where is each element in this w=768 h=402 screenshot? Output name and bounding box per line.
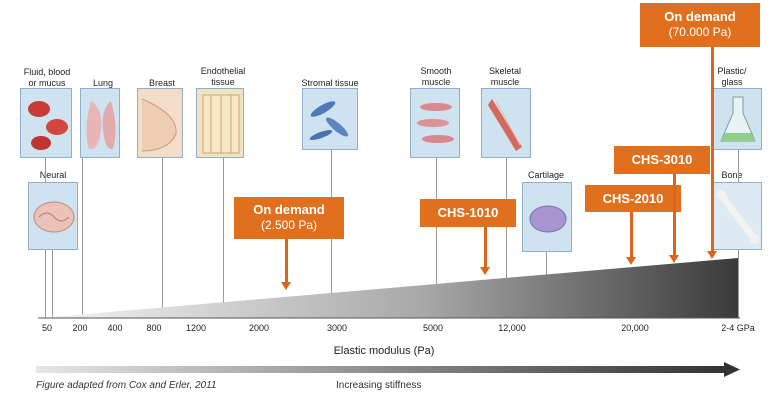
leader-smooth [436, 158, 437, 318]
tick-2-4gpa: 2-4 GPa [721, 323, 755, 333]
leader-neural [52, 250, 53, 318]
tick-50: 50 [41, 323, 53, 333]
leader-breast [162, 158, 163, 318]
tick-5000: 5000 [422, 323, 444, 333]
callout-chs-3010: CHS-3010 [614, 146, 710, 174]
bone-image [712, 182, 762, 250]
skeletal-muscle-image [481, 88, 531, 158]
cartilage-image [522, 182, 572, 252]
tick-400: 400 [107, 323, 123, 333]
callout-chs-1010: CHS-1010 [420, 199, 516, 227]
fluid-image [20, 88, 72, 158]
label-stromal: Stromal tissue [301, 78, 359, 88]
plastic-glass-image [712, 88, 762, 150]
tick-3000: 3000 [326, 323, 348, 333]
label-smooth: Smooth muscle [420, 66, 452, 87]
smooth-muscle-image [410, 88, 460, 158]
arrow-chs-1010 [480, 227, 490, 275]
tick-200: 200 [72, 323, 88, 333]
tick-800: 800 [146, 323, 162, 333]
leader-lung [82, 158, 83, 318]
label-breast: Breast [148, 78, 175, 88]
tick-2000: 2000 [248, 323, 270, 333]
callout-chs-2010: CHS-2010 [585, 185, 681, 212]
callout-on-demand-low-value: (2.500 Pa) [260, 218, 318, 232]
leader-endothelial [223, 158, 224, 318]
label-cartilage: Cartilage [527, 170, 565, 180]
label-fluid: Fluid, blood or mucus [23, 67, 71, 88]
callout-on-demand-high-value: (70.000 Pa) [668, 25, 732, 39]
arrow-chs-2010 [626, 212, 636, 265]
callout-chs-2010-label: CHS-2010 [602, 191, 664, 206]
callout-on-demand-high-title: On demand [664, 9, 736, 24]
arrow-on-demand-low [281, 239, 291, 290]
breast-image [137, 88, 183, 158]
axis-title: Elastic modulus (Pa) [333, 345, 435, 357]
label-endothelial: Endothelial tissue [200, 66, 246, 87]
callout-on-demand-low-title: On demand [253, 202, 325, 217]
tick-1200: 1200 [185, 323, 207, 333]
callout-chs-3010-label: CHS-3010 [631, 152, 693, 167]
callout-on-demand-high: On demand (70.000 Pa) [640, 3, 760, 47]
stiffness-label: Increasing stiffness [336, 380, 422, 391]
leader-skeletal [506, 158, 507, 318]
lung-image [80, 88, 120, 158]
tick-20000: 20,000 [621, 323, 649, 333]
label-neural: Neural [39, 170, 67, 180]
callout-chs-1010-label: CHS-1010 [437, 205, 499, 220]
label-bone: Bone [721, 170, 743, 180]
callout-on-demand-low: On demand (2.500 Pa) [234, 197, 344, 239]
tick-12000: 12,000 [498, 323, 526, 333]
neural-image [28, 182, 78, 250]
endothelial-image [196, 88, 244, 158]
label-lung: Lung [92, 78, 114, 88]
figure-caption: Figure adapted from Cox and Erler, 2011 [36, 380, 217, 391]
stromal-image [302, 88, 358, 150]
label-plastic: Plastic/ glass [717, 66, 747, 87]
arrow-chs-3010 [669, 174, 679, 263]
arrow-on-demand-high [707, 47, 717, 259]
label-skeletal: Skeletal muscle [488, 66, 522, 87]
